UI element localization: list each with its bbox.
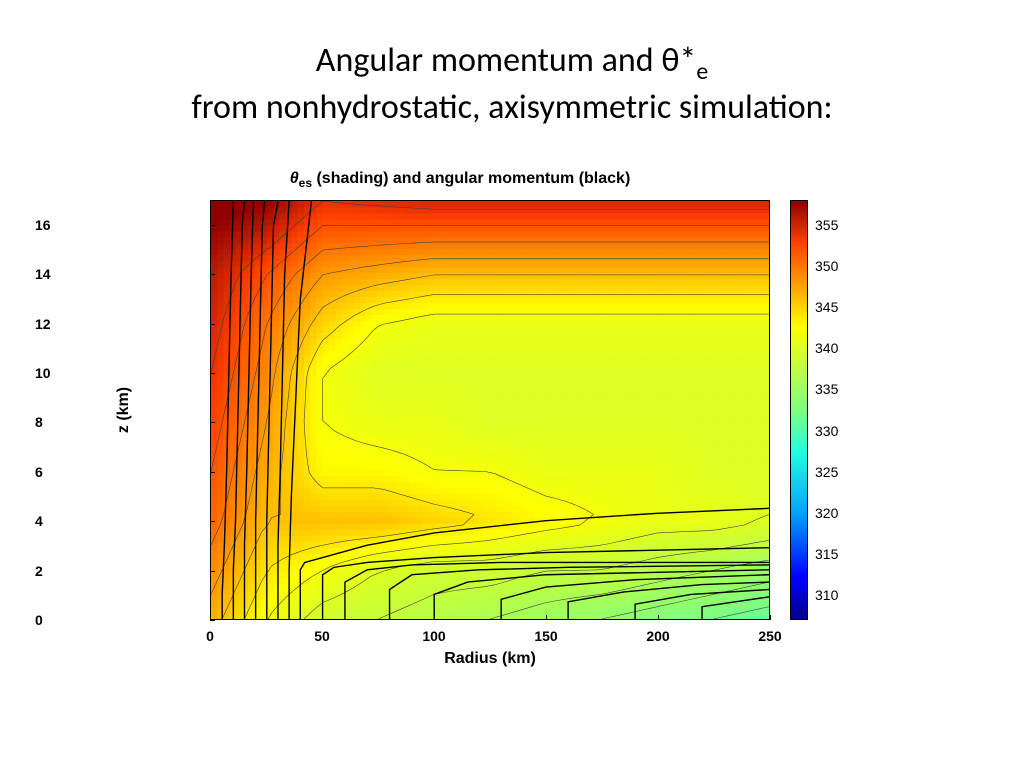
y-tick-label: 10 [35,365,200,381]
chart-title: θes (shading) and angular momentum (blac… [150,170,770,190]
title-sub: e [696,57,708,86]
y-tick-label: 8 [35,414,200,430]
chart-title-theta: θ [290,170,299,187]
colorbar-tick-label: 355 [815,217,838,233]
plot-area [210,200,770,620]
colorbar-tick-label: 340 [815,340,838,356]
colorbar-tick-label: 320 [815,505,838,521]
x-tick-label: 150 [534,628,557,644]
colorbar-tick-label: 345 [815,299,838,315]
chart-container: θes (shading) and angular momentum (blac… [150,170,870,700]
chart-title-rest: (shading) and angular momentum (black) [312,170,630,187]
chart-title-sub: es [299,176,312,190]
y-tick-label: 2 [35,563,200,579]
colorbar-tick-label: 315 [815,546,838,562]
colorbar-tick-label: 335 [815,381,838,397]
x-tick-label: 100 [422,628,445,644]
y-tick-label: 6 [35,464,200,480]
contour-plot [211,201,769,619]
y-tick-label: 4 [35,513,200,529]
colorbar-tick-label: 350 [815,258,838,274]
x-tick-label: 250 [758,628,781,644]
colorbar-tick-label: 325 [815,464,838,480]
x-axis-label: Radius (km) [210,650,770,668]
x-tick-label: 50 [314,628,330,644]
title-line2: from nonhydrostatic, axisymmetric simula… [191,87,832,128]
colorbar-tick-label: 310 [815,587,838,603]
x-tick-label: 200 [646,628,669,644]
colorbar [790,200,808,620]
y-tick-label: 16 [35,217,200,233]
x-tick-label: 0 [206,628,214,644]
slide-title: Angular momentum and θ*e from nonhydrost… [0,40,1024,129]
y-tick-label: 12 [35,316,200,332]
title-line1: Angular momentum and θ* [316,40,697,81]
y-tick-label: 0 [35,612,200,628]
colorbar-tick-label: 330 [815,423,838,439]
y-tick-label: 14 [35,266,200,282]
